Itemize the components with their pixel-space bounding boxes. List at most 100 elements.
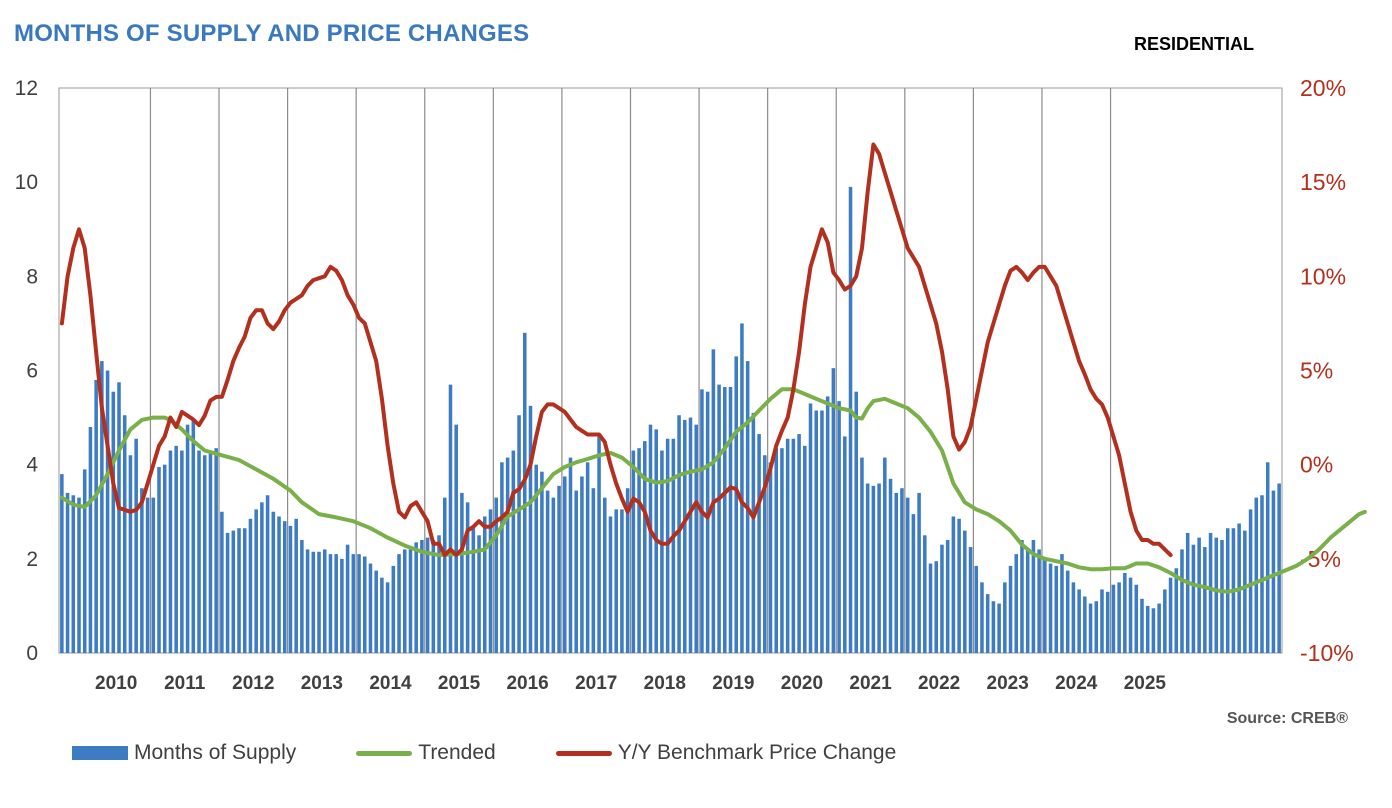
supply-bar [202,455,207,653]
chart-title: MONTHS OF SUPPLY AND PRICE CHANGES [14,20,530,47]
supply-bar [997,603,1001,653]
supply-bar [105,370,110,653]
supply-bar [820,410,824,653]
supply-bar [402,549,407,653]
y-left-tick-label: 2 [26,548,38,571]
supply-bar [780,448,784,653]
supply-bar [1123,572,1127,653]
supply-bar [574,490,578,653]
supply-bar [1260,495,1264,653]
supply-bar [357,554,361,653]
supply-bar [322,549,327,653]
supply-bar [940,544,944,653]
supply-bar [837,401,841,653]
supply-bar [871,485,876,653]
supply-bar [1043,558,1047,653]
supply-bar [522,332,527,653]
supply-bar [71,495,76,653]
supply-bar [1128,577,1133,653]
supply-bar [894,492,899,653]
supply-bar [985,594,990,653]
supply-bar [517,415,521,653]
supply-bar [494,497,498,653]
supply-bar [1185,532,1190,653]
supply-bar [117,382,121,653]
supply-bar [60,474,64,653]
supply-bar [631,450,636,653]
supply-bar [883,457,887,653]
supply-bar [260,502,264,653]
x-tick-label: 2022 [918,673,960,694]
supply-bar [723,386,727,653]
trended-line [59,387,1367,594]
supply-bar [1088,603,1093,653]
legend-item-months-of-supply: Months of Supply [72,741,296,765]
supply-bar [1254,497,1259,653]
supply-bar [145,497,150,653]
supply-bar [677,415,681,653]
supply-bar [128,455,133,653]
supply-bar [334,554,338,653]
supply-bar [1065,570,1070,653]
supply-bar [231,530,236,653]
supply-bar [328,554,333,653]
supply-bar [1243,530,1247,653]
supply-bar [151,497,156,653]
chart-subtitle: RESIDENTIAL [1134,34,1255,54]
supply-bar [191,419,196,653]
y-right-tick-label: -10% [1300,640,1354,666]
supply-bar [694,424,698,653]
supply-bar [825,396,830,653]
supply-bar [305,549,310,653]
supply-bar [791,438,796,653]
supply-bar [442,497,447,653]
supply-bar [934,561,939,653]
supply-bar [168,450,173,653]
supply-bar [528,405,533,653]
supply-bar [282,521,287,653]
supply-bar [551,497,556,653]
x-tick-label: 2017 [575,673,617,694]
supply-bar [1168,577,1173,653]
supply-bar [294,518,298,653]
supply-bar [374,570,378,653]
supply-bar [82,469,87,653]
supply-bar [1277,483,1281,653]
supply-bar [728,386,733,653]
y-right-tick-label: 15% [1300,169,1346,195]
supply-bar [362,556,367,653]
supply-bar [917,492,921,653]
supply-bar [860,457,864,653]
supply-bar [585,462,590,653]
supply-bar [1060,554,1064,653]
supply-bar [1134,584,1139,653]
legend-item-trended: Trended [356,741,496,765]
supply-bar [1265,462,1270,653]
supply-bar [1037,549,1041,653]
y-left-tick-label: 4 [26,454,38,477]
supply-bar [248,518,253,653]
supply-bar [785,438,790,653]
x-tick-label: 2021 [849,673,892,694]
supply-bar [854,391,859,653]
supply-bar [311,551,316,653]
supply-bar [951,516,956,653]
supply-bar [1031,540,1036,653]
supply-bar [225,532,230,653]
supply-bar [991,601,996,653]
supply-bar [580,476,584,653]
supply-bar [848,186,853,653]
supply-bar [1100,589,1104,653]
legend-swatch-line [356,750,413,756]
supply-bar [923,535,927,653]
supply-bar [980,582,984,653]
legend: Months of Supply Trended Y/Y Benchmark P… [72,740,956,766]
supply-bar [563,476,567,653]
supply-bar [665,438,670,653]
supply-bar [414,542,418,653]
y-left-tick-label: 6 [26,360,38,383]
supply-bar [974,565,979,653]
supply-bar [134,438,138,653]
x-tick-label: 2010 [95,673,137,694]
supply-bar [1145,605,1150,653]
